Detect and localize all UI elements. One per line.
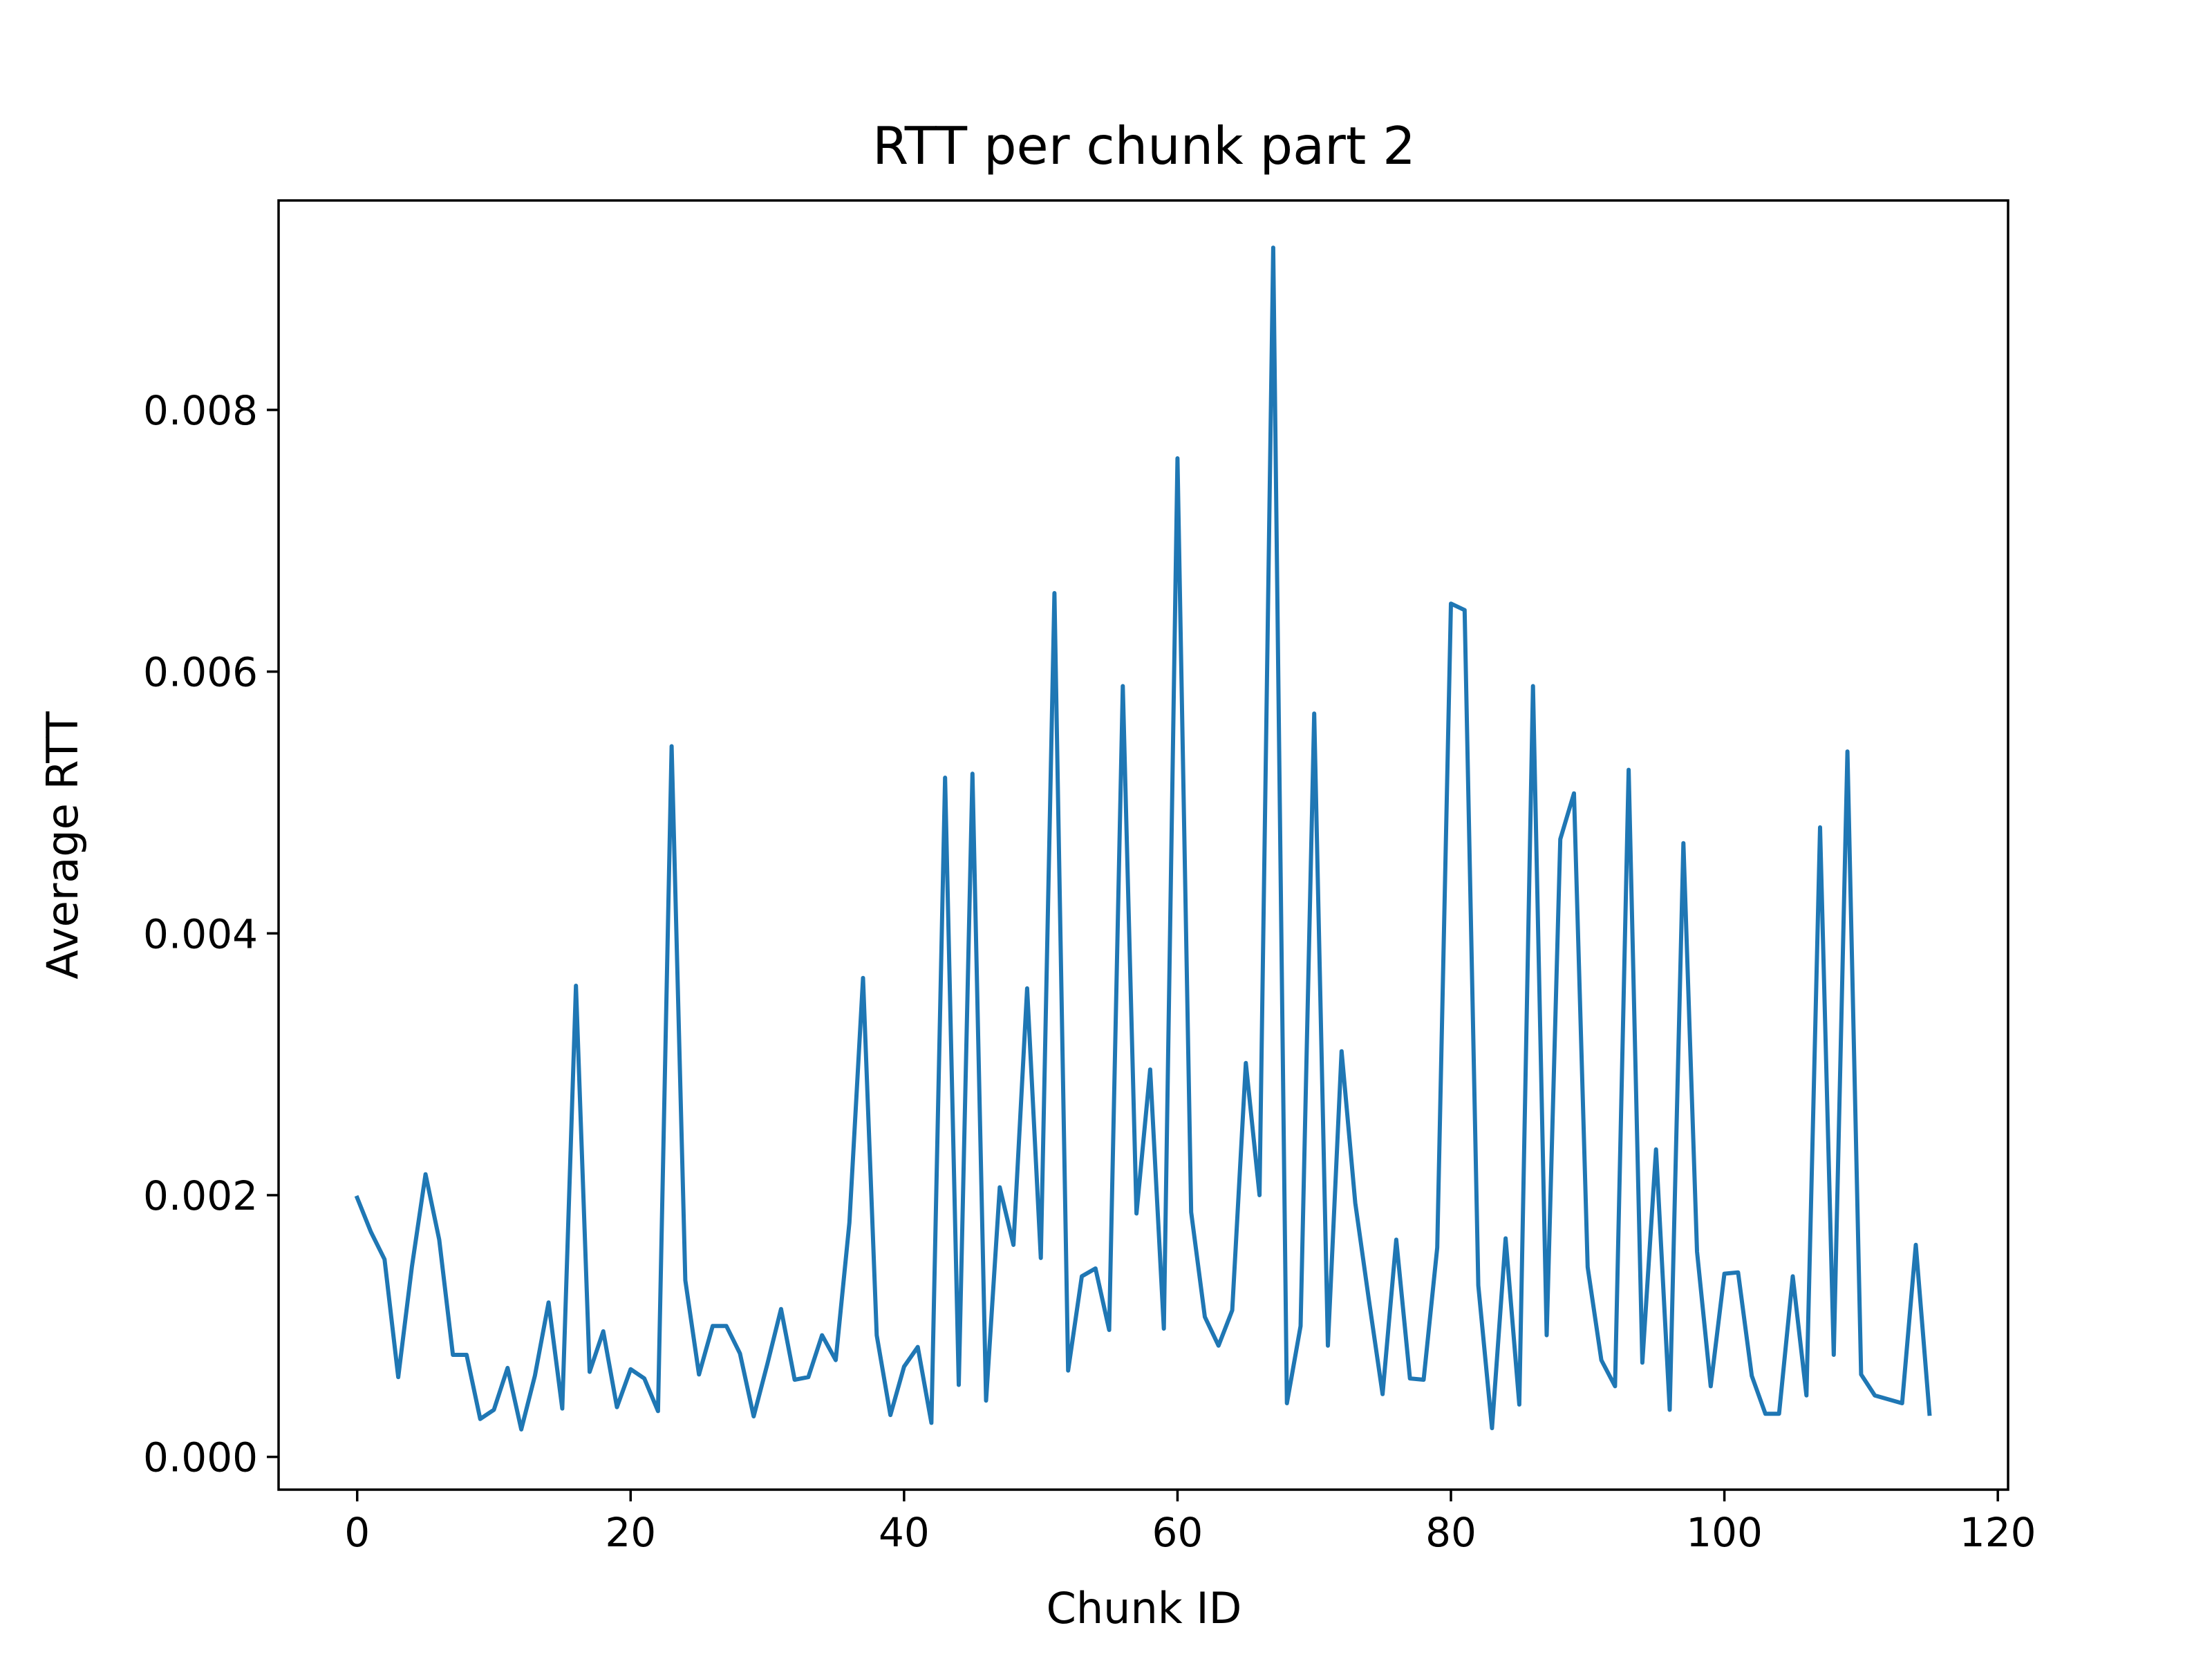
x-axis-label: Chunk ID	[1047, 1583, 1242, 1633]
x-tick-label: 80	[1425, 1509, 1477, 1556]
y-axis: 0.000 0.002 0.004 0.006 0.008	[143, 387, 279, 1481]
x-axis: 0 20 40 60 80 100 120	[344, 1490, 2036, 1556]
plot-frame	[277, 199, 2009, 1491]
y-tick-label: 0.004	[143, 910, 258, 957]
x-tick-label: 0	[344, 1509, 370, 1556]
y-tick-label: 0.000	[143, 1434, 258, 1481]
y-tick-label: 0.002	[143, 1172, 258, 1219]
y-axis-label: Average RTT	[37, 711, 88, 980]
y-tick-label: 0.008	[143, 387, 258, 434]
x-tick-label: 120	[1960, 1509, 2036, 1556]
x-tick-label: 40	[879, 1509, 930, 1556]
x-tick-label: 20	[605, 1509, 656, 1556]
chart-title: RTT per chunk part 2	[872, 115, 1416, 176]
x-tick-label: 100	[1686, 1509, 1763, 1556]
x-tick-label: 60	[1152, 1509, 1203, 1556]
y-tick-label: 0.006	[143, 649, 258, 696]
plot-data	[354, 245, 1932, 1432]
series-line-0	[354, 245, 1932, 1432]
